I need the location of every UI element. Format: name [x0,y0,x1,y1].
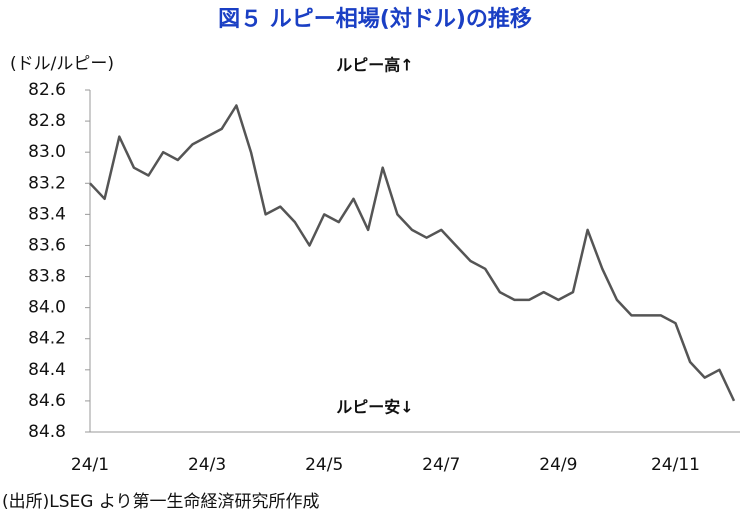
y-tick-label: 84.4 [28,360,66,380]
source-note: (出所)LSEG より第一生命経済研究所作成 [2,492,320,512]
y-tick-label: 83.4 [28,204,66,224]
y-tick-label: 83.8 [28,267,66,287]
y-tick-label: 84.0 [28,298,66,318]
y-tick-label: 82.8 [28,111,66,131]
x-tick-label: 24/11 [651,455,700,475]
chart-title: 図５ ルピー相場(対ドル)の推移 [218,6,532,32]
x-tick-label: 24/7 [422,455,460,475]
x-tick-label: 24/1 [71,455,109,475]
y-tick-label: 83.0 [28,142,66,162]
y-tick-label: 83.2 [28,173,66,193]
annotation: ルピー安↓ [336,398,413,417]
y-tick-label: 84.6 [28,391,66,411]
y-tick-label: 83.6 [28,235,66,255]
x-tick-label: 24/3 [188,455,226,475]
annotation: ルピー高↑ [336,56,413,75]
data-line [89,104,736,402]
y-axis-label: (ドル/ルピー) [10,54,114,74]
x-tick-label: 24/5 [305,455,343,475]
y-tick-label: 82.6 [28,80,66,100]
x-tick-label: 24/9 [539,455,577,475]
y-tick-label: 84.2 [28,329,66,349]
y-tick-label: 84.8 [28,422,66,442]
